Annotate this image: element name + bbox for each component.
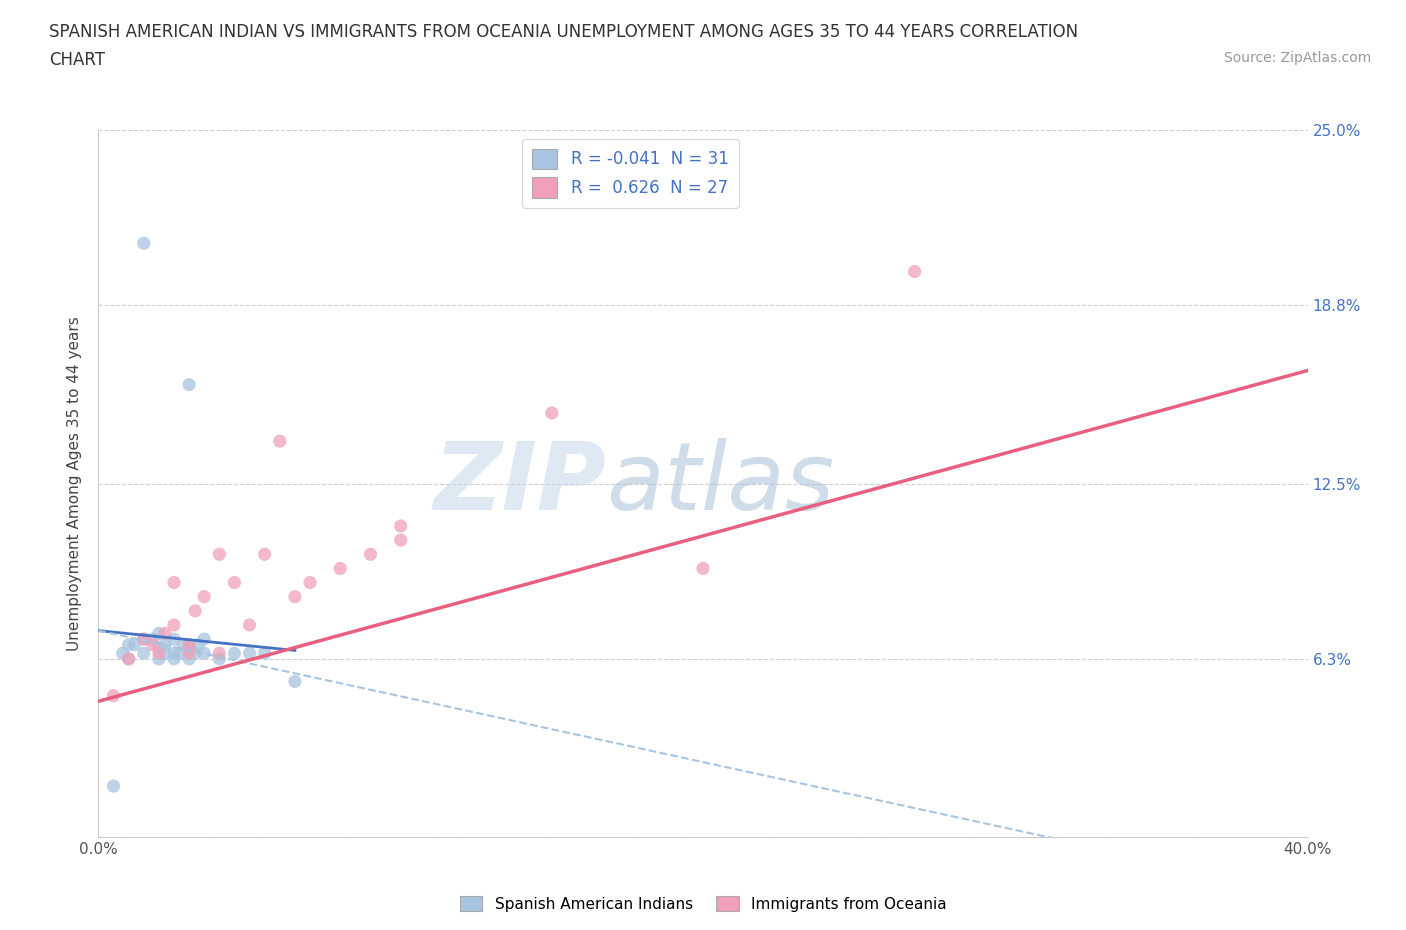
- Text: Source: ZipAtlas.com: Source: ZipAtlas.com: [1223, 51, 1371, 65]
- Point: [253, 645, 276, 660]
- Point: [193, 631, 215, 646]
- Point: [132, 631, 155, 646]
- Point: [208, 645, 231, 660]
- Y-axis label: Unemployment Among Ages 35 to 44 years: Unemployment Among Ages 35 to 44 years: [67, 316, 83, 651]
- Text: atlas: atlas: [606, 438, 835, 529]
- Point: [193, 645, 215, 660]
- Point: [132, 631, 155, 646]
- Point: [208, 547, 231, 562]
- Point: [179, 651, 201, 666]
- Point: [540, 405, 562, 420]
- Point: [299, 575, 322, 590]
- Point: [239, 645, 262, 660]
- Text: SPANISH AMERICAN INDIAN VS IMMIGRANTS FROM OCEANIA UNEMPLOYMENT AMONG AGES 35 TO: SPANISH AMERICAN INDIAN VS IMMIGRANTS FR…: [49, 23, 1078, 41]
- Point: [148, 651, 170, 666]
- Point: [148, 626, 170, 641]
- Point: [179, 378, 201, 392]
- Point: [148, 640, 170, 655]
- Point: [253, 547, 276, 562]
- Text: ZIP: ZIP: [433, 438, 606, 529]
- Point: [389, 519, 412, 534]
- Point: [692, 561, 714, 576]
- Point: [187, 637, 209, 652]
- Point: [153, 637, 176, 652]
- Point: [163, 631, 186, 646]
- Point: [148, 645, 170, 660]
- Point: [153, 645, 176, 660]
- Point: [153, 626, 176, 641]
- Point: [118, 651, 141, 666]
- Point: [103, 778, 125, 793]
- Point: [184, 604, 207, 618]
- Point: [360, 547, 382, 562]
- Legend: Spanish American Indians, Immigrants from Oceania: Spanish American Indians, Immigrants fro…: [453, 889, 953, 918]
- Point: [179, 640, 201, 655]
- Point: [163, 575, 186, 590]
- Point: [904, 264, 927, 279]
- Point: [193, 590, 215, 604]
- Point: [111, 645, 134, 660]
- Point: [132, 645, 155, 660]
- Point: [239, 618, 262, 632]
- Legend: R = -0.041  N = 31, R =  0.626  N = 27: R = -0.041 N = 31, R = 0.626 N = 27: [523, 139, 738, 207]
- Point: [389, 533, 412, 548]
- Point: [208, 651, 231, 666]
- Point: [132, 236, 155, 251]
- Point: [284, 590, 307, 604]
- Point: [269, 433, 291, 448]
- Text: CHART: CHART: [49, 51, 105, 69]
- Point: [172, 637, 194, 652]
- Point: [224, 645, 246, 660]
- Point: [163, 645, 186, 660]
- Point: [284, 674, 307, 689]
- Point: [163, 618, 186, 632]
- Point: [184, 645, 207, 660]
- Point: [103, 688, 125, 703]
- Point: [329, 561, 352, 576]
- Point: [142, 637, 165, 652]
- Point: [179, 637, 201, 652]
- Point: [163, 651, 186, 666]
- Point: [124, 637, 146, 652]
- Point: [118, 637, 141, 652]
- Point: [142, 631, 165, 646]
- Point: [169, 645, 191, 660]
- Point: [179, 645, 201, 660]
- Point: [118, 651, 141, 666]
- Point: [224, 575, 246, 590]
